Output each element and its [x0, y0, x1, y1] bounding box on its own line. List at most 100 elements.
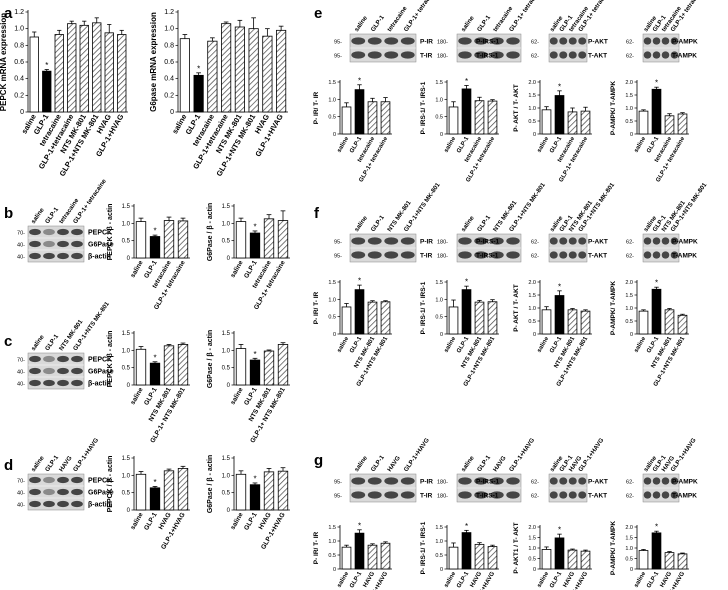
- bar-2: [567, 111, 578, 135]
- bar-3: [177, 467, 189, 511]
- y-tick-label: 0.6: [14, 59, 24, 66]
- band: [474, 477, 488, 485]
- band: [400, 237, 415, 245]
- band: [474, 237, 488, 245]
- lane-label: GLP-1: [476, 454, 493, 473]
- mw-marker: 62-: [531, 494, 539, 500]
- band: [29, 476, 41, 484]
- bar-0: [179, 38, 190, 113]
- y-tick-label: 1.0: [222, 221, 231, 227]
- significance-star: *: [253, 222, 256, 231]
- band: [29, 367, 41, 375]
- bar-2: [664, 552, 675, 570]
- mw-marker: 40-: [17, 370, 25, 376]
- mw-marker: 70-: [17, 479, 25, 485]
- band: [670, 237, 679, 245]
- significance-star: *: [153, 478, 156, 487]
- y-tick-label: 0: [533, 567, 536, 573]
- band: [670, 37, 679, 45]
- band: [661, 251, 670, 259]
- y-tick-label: 1.5: [122, 456, 131, 462]
- blot-bg4: salineGLP-1HAVGGLP-1+HAVGP-AMPK62-T-AMPK…: [626, 437, 698, 503]
- band: [43, 488, 55, 496]
- band: [506, 477, 520, 485]
- band: [643, 37, 652, 45]
- mw-marker: 70-: [17, 358, 25, 364]
- y-tick-label: 1.0: [435, 97, 443, 103]
- bar-0: [235, 473, 247, 511]
- y-tick-label: 0: [533, 332, 536, 338]
- y-tick-label: 1.0: [328, 297, 336, 303]
- blot-bg1: saline GLP-1 HAVG GLP-1+HAVG P-IR 95- T-IR 95-: [334, 437, 433, 503]
- protein-label: T-AMPK: [672, 493, 697, 500]
- band: [400, 491, 415, 499]
- y-axis-label: P- IRS-1/ T- IRS-1: [420, 521, 427, 574]
- band: [458, 251, 472, 259]
- bar-2: [163, 470, 175, 511]
- bar-3: [221, 23, 232, 113]
- y-tick-label: 0: [20, 109, 24, 116]
- lane-label: GLP-1: [370, 454, 387, 473]
- mw-marker: 180-: [437, 254, 448, 260]
- band: [568, 477, 577, 485]
- y-tick-label: 0.5: [328, 553, 336, 559]
- lane-label: GLP-1+HAVG: [72, 437, 100, 473]
- y-tick-label: 1.5: [222, 331, 231, 337]
- lane-label: HAVG: [58, 455, 74, 473]
- y-tick-label: 1.0: [625, 306, 633, 312]
- mw-marker: 40-: [17, 503, 25, 509]
- band: [652, 37, 661, 45]
- y-axis-label: PEPCK / β - actin: [107, 331, 114, 388]
- bar-3: [487, 546, 498, 570]
- category-label: GLP-1: [349, 570, 363, 589]
- band: [29, 240, 41, 248]
- y-tick-label: 1.0: [164, 26, 174, 33]
- band: [549, 477, 558, 485]
- y-tick-label: 1.5: [435, 80, 443, 86]
- band: [29, 252, 41, 260]
- chart-g2: 00.51.01.5P- IRS-1/ T- IRS-1saline*GLP-1…: [420, 521, 499, 590]
- y-axis-label: G6Pase / β - actin: [207, 203, 214, 261]
- bar-3: [277, 220, 289, 259]
- lane-label: saline: [353, 454, 369, 473]
- significance-star: *: [358, 277, 361, 286]
- band: [57, 476, 69, 484]
- significance-star: *: [358, 76, 361, 85]
- bar-0: [448, 306, 459, 335]
- band: [29, 228, 41, 236]
- band: [458, 491, 472, 499]
- y-tick-label: 0: [333, 567, 336, 573]
- bar-1: [651, 288, 662, 335]
- y-axis-label: G6Pase / β - actin: [207, 330, 214, 388]
- band: [670, 51, 679, 59]
- band: [490, 477, 504, 485]
- protein-label: P-IRS-1: [476, 239, 500, 246]
- y-tick-label: 1.0: [328, 97, 336, 103]
- mw-marker: 180-: [437, 40, 448, 46]
- bar-2: [474, 301, 485, 335]
- lane-label: GLP-1+ tetracaine: [508, 0, 544, 33]
- category-label: GLP-1: [456, 570, 470, 589]
- protein-label: P-AMPK: [672, 479, 698, 486]
- band: [71, 476, 83, 484]
- bar-1: [354, 532, 365, 570]
- bar-2: [367, 101, 378, 135]
- mw-marker: 62-: [531, 480, 539, 486]
- band: [559, 477, 568, 485]
- mw-marker: 62-: [626, 240, 634, 246]
- y-tick-label: 0: [227, 508, 231, 514]
- y-tick-label: 0.5: [528, 119, 536, 125]
- band: [506, 51, 520, 59]
- y-tick-label: 1.0: [222, 473, 231, 479]
- y-tick-label: 1.0: [122, 221, 131, 227]
- protein-label: T-IRS-1: [476, 53, 499, 60]
- band: [43, 228, 55, 236]
- bar-3: [487, 100, 498, 135]
- y-tick-label: 1.0: [625, 106, 633, 112]
- y-tick-label: 1.5: [528, 293, 536, 299]
